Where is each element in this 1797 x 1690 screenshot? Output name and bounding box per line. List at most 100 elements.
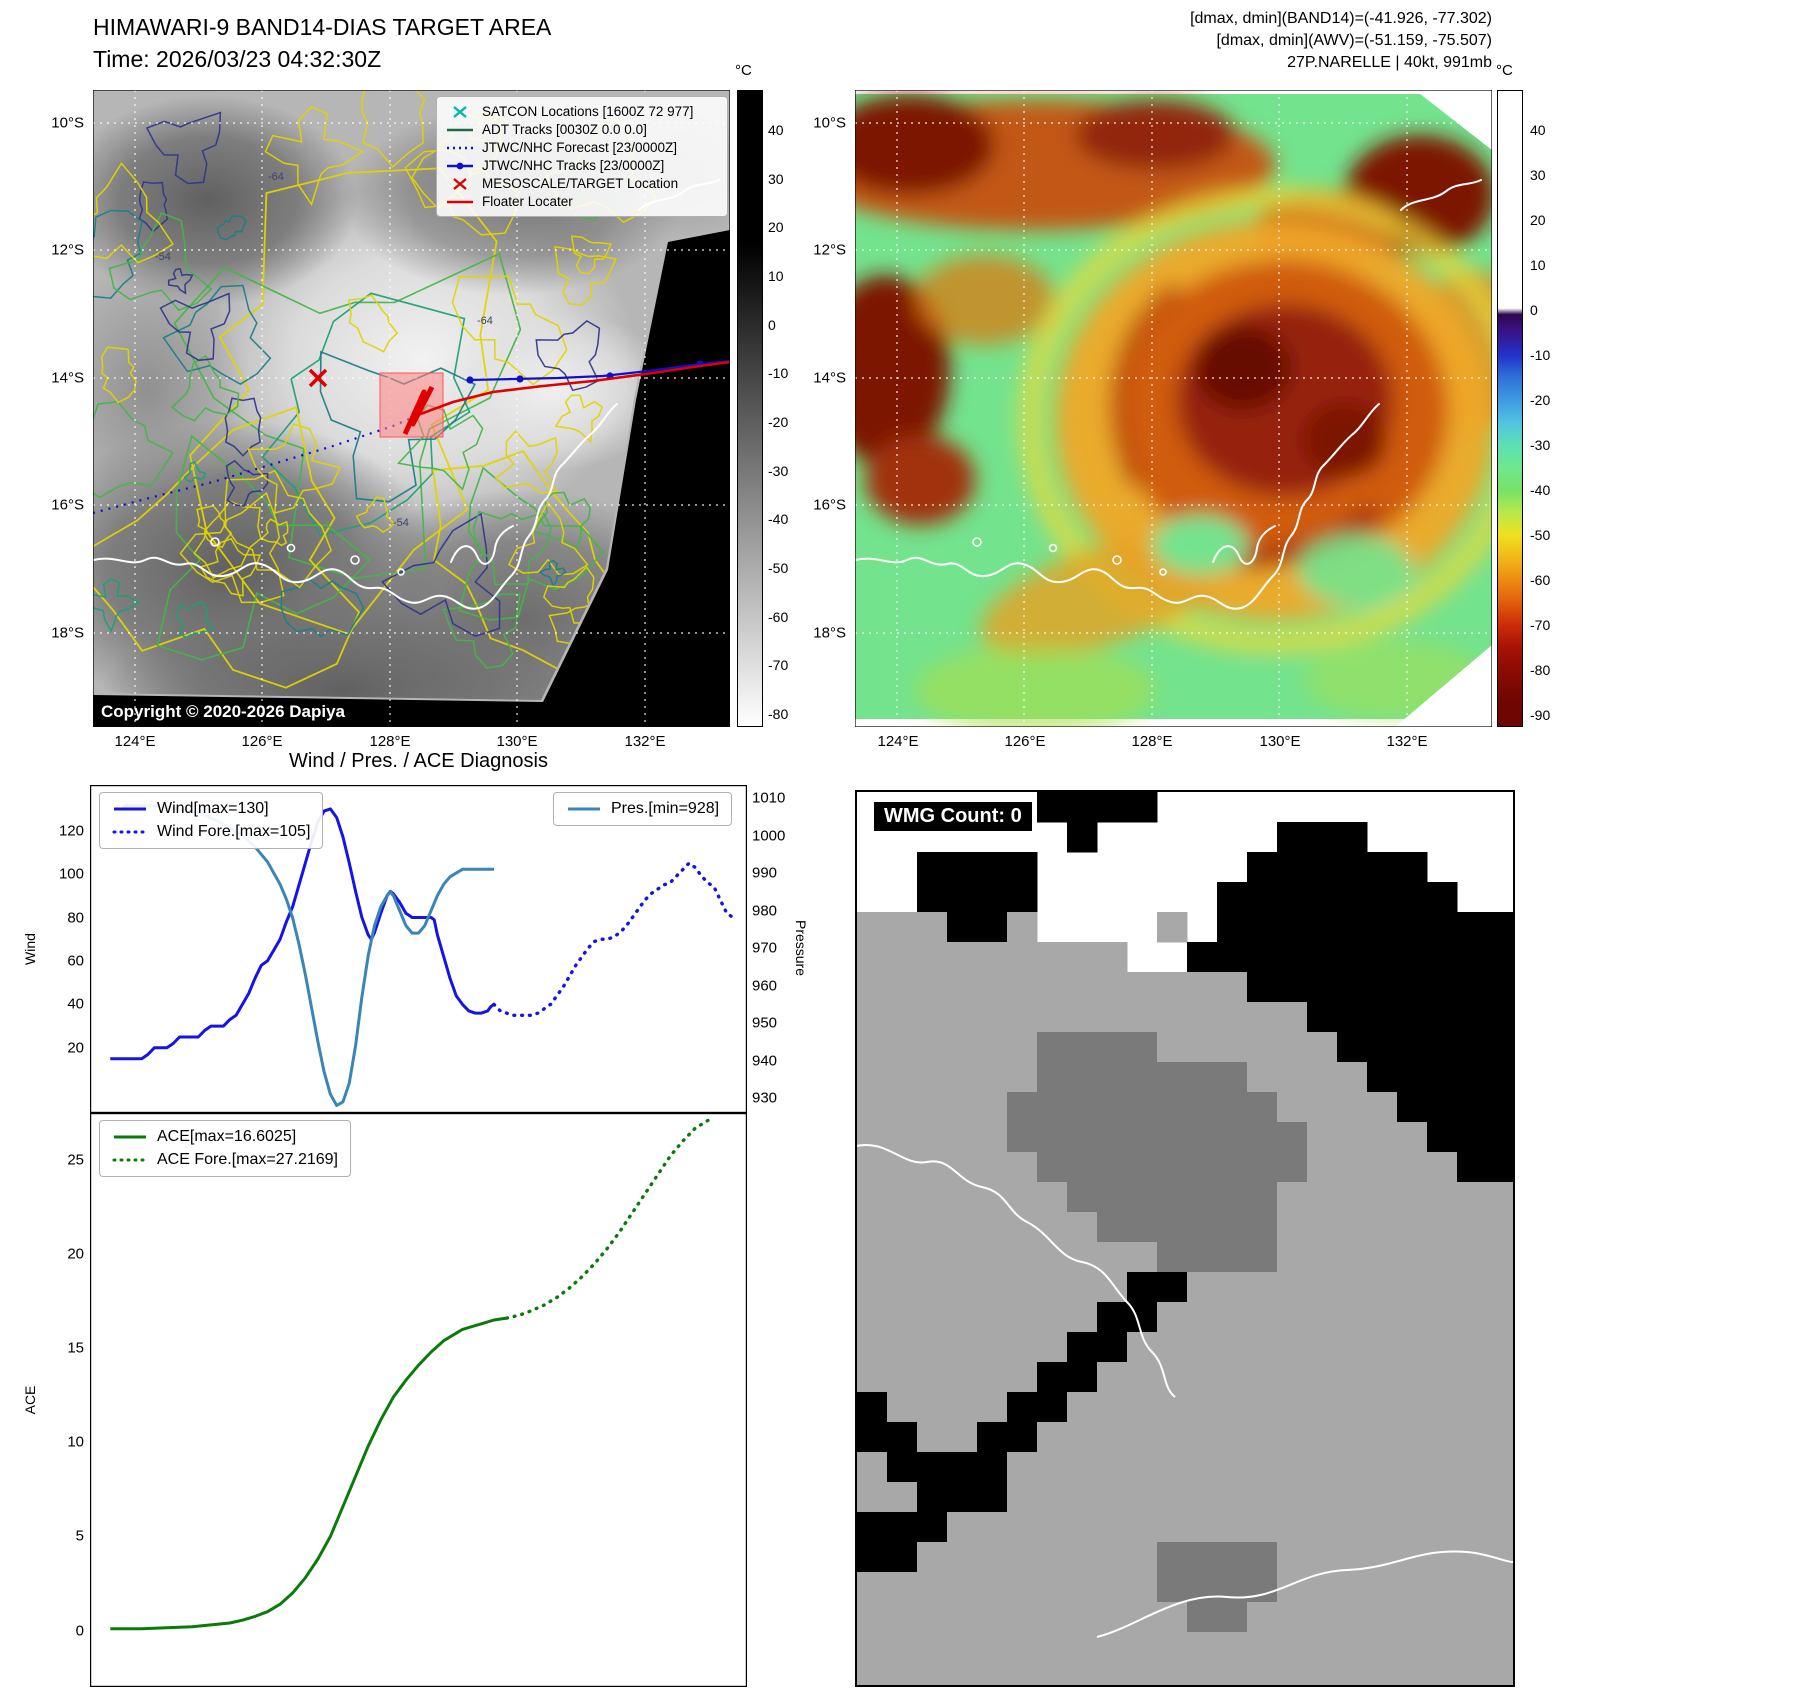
wmg-cell [1457, 1572, 1488, 1603]
wmg-cell [1277, 942, 1308, 973]
wmg-cell [1037, 1662, 1068, 1685]
wmg-cell [1007, 942, 1038, 973]
wmg-cell [917, 1032, 948, 1063]
legend-line-dot-icon [447, 162, 473, 169]
legend-dotted-icon [447, 146, 473, 149]
wmg-cell [1247, 1422, 1278, 1453]
wmg-cell [947, 1242, 978, 1273]
wmg-cell [1277, 1032, 1308, 1063]
wmg-cell [947, 1572, 978, 1603]
wmg-cell [1397, 1452, 1428, 1483]
wmg-cell [1277, 1392, 1308, 1423]
wmg-cell [857, 1422, 888, 1453]
wmg-cell [1187, 1212, 1218, 1243]
wmg-cell [1457, 1632, 1488, 1663]
wmg-cell [1427, 1152, 1458, 1183]
wmg-cell [917, 1302, 948, 1333]
colorbar-tick-label: 10 [768, 268, 784, 284]
series-line [492, 861, 735, 1018]
wmg-cell [947, 1512, 978, 1543]
legend-label: Pres.[min=928] [611, 800, 720, 817]
wmg-cell [1277, 1632, 1308, 1663]
lon-tick-label: 130°E [496, 733, 538, 750]
wmg-cell [1217, 1482, 1248, 1513]
wmg-cell [1157, 1542, 1188, 1573]
wmg-cell [917, 1602, 948, 1633]
wmg-cell [1487, 972, 1513, 1003]
wmg-cell [1247, 1302, 1278, 1333]
wmg-cell [1307, 912, 1338, 943]
wmg-cell [1307, 1212, 1338, 1243]
wmg-cell [947, 1392, 978, 1423]
wmg-cell [1367, 1362, 1398, 1393]
wmg-cell [947, 1032, 978, 1063]
wmg-cell [857, 1062, 888, 1093]
wmg-cell [1037, 1482, 1068, 1513]
wmg-cell [1007, 1452, 1038, 1483]
pressure-tick-label: 1000 [752, 827, 786, 845]
wmg-cell [1127, 1572, 1158, 1603]
wmg-cell [1397, 1362, 1428, 1393]
wmg-cell [1007, 1512, 1038, 1543]
wmg-cell [857, 1572, 888, 1603]
wmg-cell [1217, 1182, 1248, 1213]
wmg-cell [1127, 1122, 1158, 1153]
wmg-cell [1007, 1362, 1038, 1393]
wmg-cell [1127, 1272, 1158, 1303]
wmg-cell [917, 882, 948, 913]
ace-tick-label: 20 [67, 1245, 84, 1263]
dmax-band14-label: [dmax, dmin](BAND14)=(-41.926, -77.302) [1190, 10, 1492, 27]
lon-tick-label: 124°E [877, 733, 919, 750]
wmg-cell [1487, 1332, 1513, 1363]
wmg-cell [1067, 1422, 1098, 1453]
colorbar-tick-label: -10 [1530, 347, 1551, 363]
wmg-cell [1427, 1122, 1458, 1153]
wmg-cell [917, 1632, 948, 1663]
wmg-cell [887, 1242, 918, 1273]
wmg-cell [1007, 1092, 1038, 1123]
wmg-cell [1487, 1572, 1513, 1603]
colorbar-tick-label: 0 [1530, 302, 1538, 318]
wmg-cell [1397, 1482, 1428, 1513]
wmg-cell [1217, 1242, 1248, 1273]
wmg-cell [1277, 1542, 1308, 1573]
chart-frame [90, 785, 747, 1113]
wmg-cell [1397, 1602, 1428, 1633]
wmg-cell [1097, 1242, 1128, 1273]
no-data-corner [1415, 90, 1492, 150]
wmg-cell [1217, 1212, 1248, 1243]
wmg-cell [1217, 882, 1248, 913]
wmg-cell [1487, 1092, 1513, 1123]
storm-tracks [93, 359, 730, 515]
wmg-cell [1457, 1212, 1488, 1243]
wmg-cell [1097, 1632, 1128, 1663]
wmg-cell [1157, 912, 1188, 943]
wmg-cell [1367, 1572, 1398, 1603]
wmg-cell [917, 972, 948, 1003]
wmg-cell [1367, 1482, 1398, 1513]
wind-tick-label: 80 [67, 909, 84, 926]
wmg-cell [1307, 1032, 1338, 1063]
wmg-cell [857, 1242, 888, 1273]
wmg-cell [917, 1002, 948, 1033]
legend-x-icon [453, 105, 467, 118]
wmg-cell [1067, 1302, 1098, 1333]
wmg-cell [1187, 1422, 1218, 1453]
wmg-cell [1247, 942, 1278, 973]
wmg-cell [1367, 1212, 1398, 1243]
wmg-cell [977, 1122, 1008, 1153]
wmg-cell [887, 1512, 918, 1543]
wmg-cell [1457, 1602, 1488, 1633]
wmg-cell [1157, 972, 1188, 1003]
wmg-cell [1007, 1422, 1038, 1453]
colorbar-tick-label: 20 [768, 219, 784, 236]
wmg-cell [1007, 1482, 1038, 1513]
jtwc-track-point [466, 376, 474, 384]
wmg-cell [1127, 1152, 1158, 1183]
wmg-cell [1007, 1392, 1038, 1423]
page-title: HIMAWARI-9 BAND14-DIAS TARGET AREA [93, 14, 552, 40]
wmg-cell [977, 1632, 1008, 1663]
wmg-cell [1217, 1272, 1248, 1303]
awv-colorbar [1497, 90, 1523, 727]
wmg-cell [1247, 1572, 1278, 1603]
